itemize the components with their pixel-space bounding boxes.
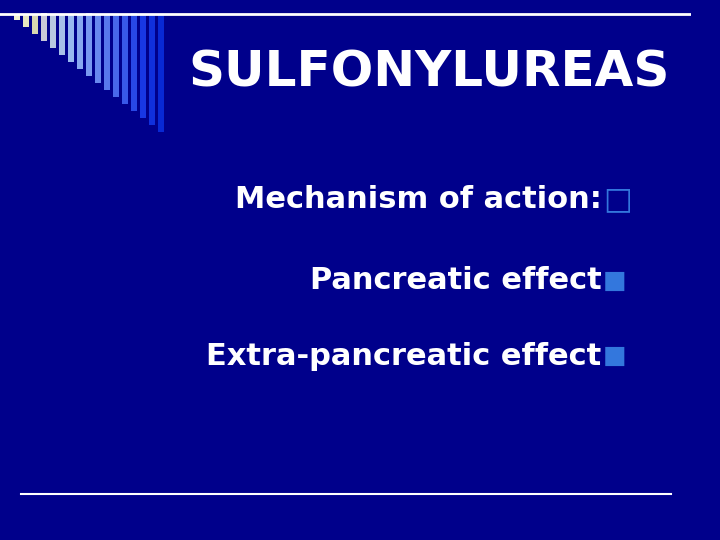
Bar: [148, 14, 155, 125]
Bar: [23, 14, 29, 28]
Bar: [32, 14, 38, 35]
Bar: [95, 14, 101, 83]
Text: □: □: [603, 185, 631, 214]
Bar: [86, 14, 92, 76]
Text: SULFONYLUREAS: SULFONYLUREAS: [188, 49, 670, 97]
Bar: [113, 14, 119, 97]
Bar: [122, 14, 128, 104]
Text: Mechanism of action:: Mechanism of action:: [235, 185, 601, 214]
Bar: [77, 14, 83, 70]
Bar: [104, 14, 110, 90]
Text: Extra-pancreatic effect: Extra-pancreatic effect: [206, 342, 601, 371]
Bar: [50, 14, 56, 49]
Text: ■: ■: [603, 269, 626, 293]
Bar: [41, 14, 47, 42]
Bar: [14, 14, 20, 21]
Bar: [140, 14, 146, 118]
Text: Pancreatic effect: Pancreatic effect: [310, 266, 601, 295]
Bar: [59, 14, 65, 56]
Bar: [130, 14, 137, 111]
Bar: [158, 14, 164, 132]
Text: ■: ■: [603, 345, 626, 368]
Bar: [68, 14, 74, 63]
